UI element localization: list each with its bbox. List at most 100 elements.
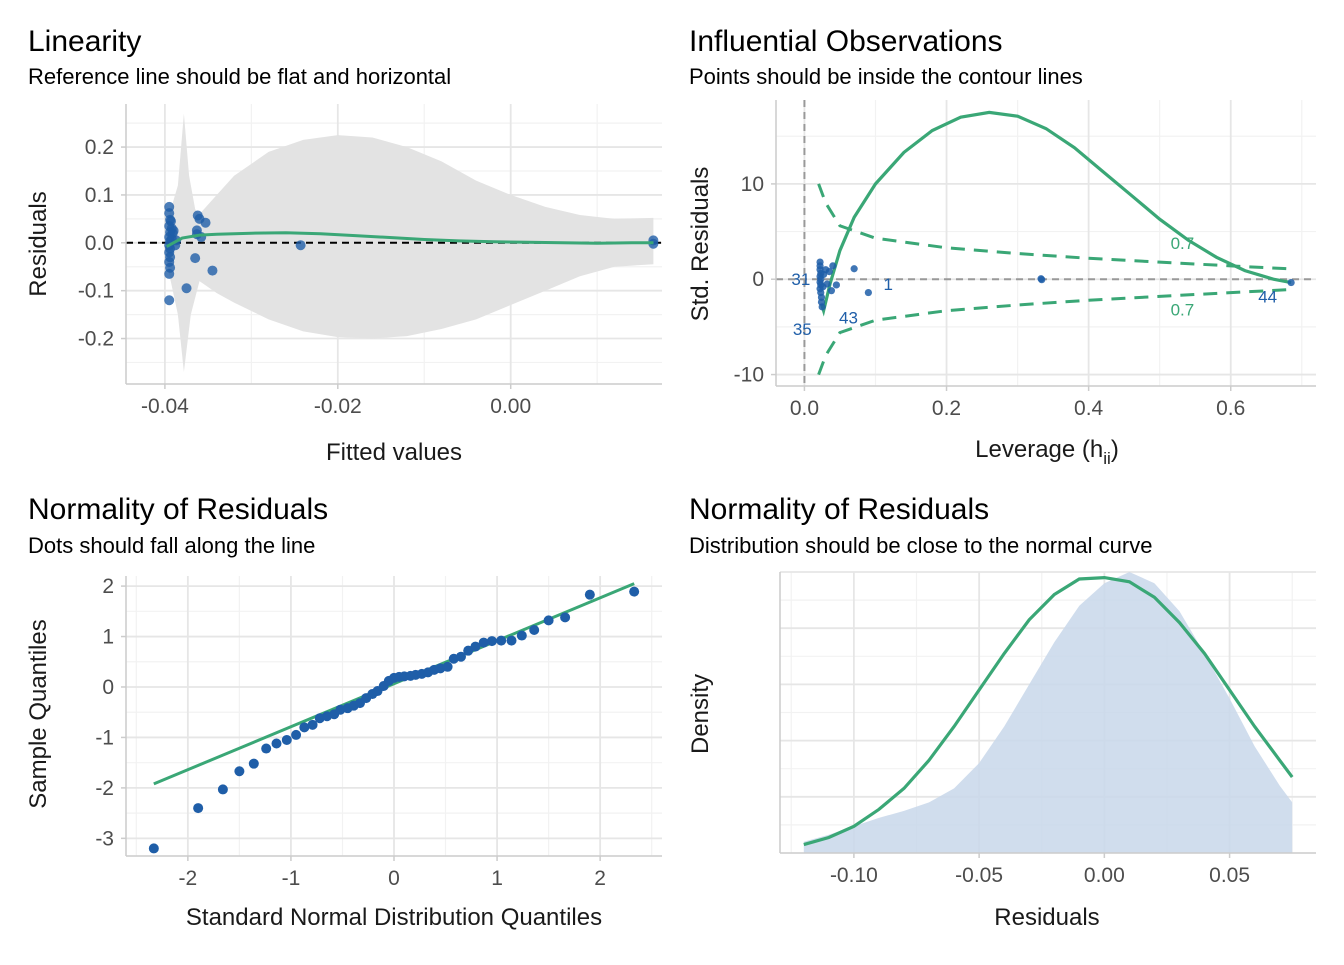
linearity-x-tick-label: 0.00 [490, 395, 531, 418]
qq-y-tick-label: 2 [102, 575, 114, 598]
influential-contour-upper [817, 183, 1288, 271]
qq-point [261, 743, 272, 754]
influential-x-tick-label: 0.0 [790, 397, 819, 420]
influential-point [825, 268, 833, 276]
linearity-y-tick-label: -0.1 [78, 280, 114, 303]
qq-point [543, 615, 554, 626]
influential-point [850, 265, 858, 273]
qq-point [478, 637, 489, 648]
qq-y-tick-label: 0 [102, 676, 114, 699]
influential-point [864, 288, 872, 297]
linearity-y-tick-label: 0.1 [85, 184, 114, 207]
linearity-y-tick-label: 0.2 [85, 136, 114, 159]
density-x-tick-label: 0.05 [1209, 864, 1250, 887]
influential-point-label: 31 [791, 270, 810, 289]
qq-point [299, 722, 310, 733]
influential-point-label: 35 [793, 320, 812, 339]
linearity-point [181, 283, 192, 294]
linearity-x-axis-title: Fitted values [326, 439, 462, 466]
density-x-tick-label: -0.10 [830, 864, 878, 887]
linearity-y-axis-title: Residuals [25, 191, 52, 296]
influential-x-axis-title: Leverage (hii) [975, 436, 1119, 468]
qq-point [307, 719, 318, 730]
linearity-point [164, 295, 175, 306]
density-title: Normality of Residuals [689, 493, 989, 526]
qq-x-tick-label: 1 [491, 867, 503, 890]
qq-point [217, 784, 228, 795]
linearity-point [164, 268, 175, 279]
linearity-point [295, 240, 306, 251]
qq-y-tick-label: 1 [102, 626, 114, 649]
qq-point [516, 630, 527, 641]
qq-x-axis-title: Standard Normal Distribution Quantiles [186, 904, 602, 931]
qq-point [506, 635, 517, 646]
density-panel: -0.10 -0.05 0.00 0.05 [779, 571, 1316, 887]
influential-point [823, 280, 831, 288]
qq-point [291, 729, 302, 740]
qq-point [456, 651, 466, 662]
qq-point [486, 636, 497, 647]
linearity-point [207, 265, 218, 276]
influential-point-label: 44 [1258, 287, 1277, 306]
qq-point [271, 738, 282, 749]
influential-y-tick-label: 10 [741, 173, 764, 196]
qq-point [529, 624, 540, 635]
linearity-title: Linearity [28, 25, 141, 58]
qq-point [560, 612, 571, 623]
qq-point [148, 843, 159, 854]
influential-point-label: 43 [839, 308, 858, 327]
influential-x-tick-label: 0.6 [1216, 397, 1245, 420]
qq-x-tick-label: -1 [282, 867, 301, 890]
linearity-subtitle: Reference line should be flat and horizo… [28, 64, 451, 89]
influential-point [1038, 276, 1046, 284]
density-normal-curve [803, 575, 1294, 847]
influential-title: Influential Observations [689, 25, 1003, 58]
qq-point [584, 589, 595, 600]
linearity-point [200, 217, 211, 228]
density-x-tick-label: 0.00 [1084, 864, 1125, 887]
influential-point [818, 303, 826, 311]
qq-y-tick-label: -3 [95, 827, 114, 850]
linearity-confidence-band [166, 113, 654, 372]
qq-point [470, 641, 481, 652]
qq-reference-line [153, 582, 635, 786]
influential-contour-lower [817, 288, 1288, 376]
density-x-axis-title: Residuals [994, 904, 1099, 931]
qq-point [442, 661, 453, 672]
influential-contour-label: 0.7 [1171, 234, 1195, 253]
influential-x-axis-title-subscript: ii [1103, 449, 1111, 468]
qq-x-tick-label: -2 [179, 867, 198, 890]
qq-subtitle: Dots should fall along the line [28, 533, 315, 558]
density-x-tick-label: -0.05 [955, 864, 1003, 887]
influential-contour-label: 0.7 [1171, 301, 1195, 320]
influential-point [827, 287, 836, 295]
influential-point [829, 262, 837, 270]
qq-point [496, 635, 507, 646]
qq-point [234, 766, 245, 777]
linearity-x-tick-label: -0.02 [314, 395, 362, 418]
linearity-smooth-line [165, 231, 654, 248]
qq-y-axis-title: Sample Quantiles [25, 619, 52, 808]
linearity-point [190, 253, 201, 264]
qq-y-tick-label: -2 [95, 777, 114, 800]
linearity-y-tick-label: -0.2 [78, 328, 114, 351]
qq-title: Normality of Residuals [28, 493, 328, 526]
qq-panel: -2 -1 0 1 2 -3 -2 -1 0 1 2 [95, 575, 662, 890]
influential-panel: 31 1 35 43 44 0.7 0.7 0.0 0.2 0.4 0.6 -10 0 10 [734, 100, 1316, 420]
qq-y-tick-label: -1 [95, 726, 114, 749]
influential-x-tick-label: 0.4 [1074, 397, 1104, 420]
qq-x-tick-label: 2 [594, 867, 606, 890]
density-y-axis-title: Density [687, 674, 714, 754]
linearity-panel: -0.04 -0.02 0.00 -0.2 -0.1 0.0 0.1 0.2 [78, 104, 662, 418]
density-area [803, 572, 1293, 853]
influential-y-axis-title: Std. Residuals [687, 167, 714, 322]
influential-y-tick-label: -10 [734, 364, 764, 387]
influential-x-axis-title-close: ) [1111, 436, 1119, 463]
linearity-point [168, 225, 179, 236]
influential-y-tick-label: 0 [752, 268, 764, 291]
qq-point [193, 803, 204, 814]
linearity-point [165, 216, 176, 227]
linearity-x-tick-label: -0.04 [141, 395, 189, 418]
influential-subtitle: Points should be inside the contour line… [689, 64, 1083, 89]
